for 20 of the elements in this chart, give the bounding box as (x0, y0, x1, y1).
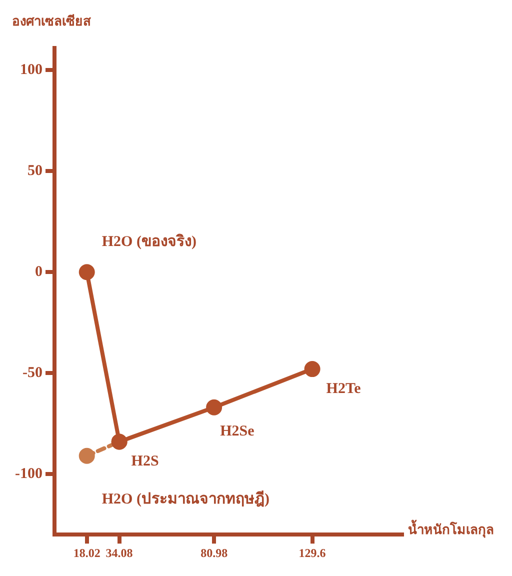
y-tick-label: -50 (22, 364, 42, 381)
x-tick-label: 34.08 (106, 546, 133, 560)
x-tick-label: 129.6 (298, 546, 326, 560)
point (206, 399, 222, 416)
y-tick-label: 50 (27, 163, 42, 180)
x-axis-title: น้ำหนักโมเลกุล (408, 518, 494, 538)
y-tick-label: -100 (14, 466, 42, 482)
y-tick-label: 0 (34, 264, 42, 280)
annotation: H2Te (326, 380, 362, 397)
y-tick-label: 100 (20, 62, 42, 78)
point (304, 361, 320, 378)
y-axis-title: องศาเซลเซียส (12, 13, 91, 28)
point (78, 264, 95, 280)
annotation: H2O (ของจริง) (102, 232, 196, 250)
point (78, 448, 95, 464)
annotation: H2O (ประมาณจากทฤษฎี) (102, 490, 270, 508)
x-tick-label: 18.02 (73, 546, 100, 560)
x-tick-label: 80.98 (200, 546, 228, 560)
annotation: H2S (131, 454, 159, 470)
annotation: H2Se (220, 423, 255, 440)
